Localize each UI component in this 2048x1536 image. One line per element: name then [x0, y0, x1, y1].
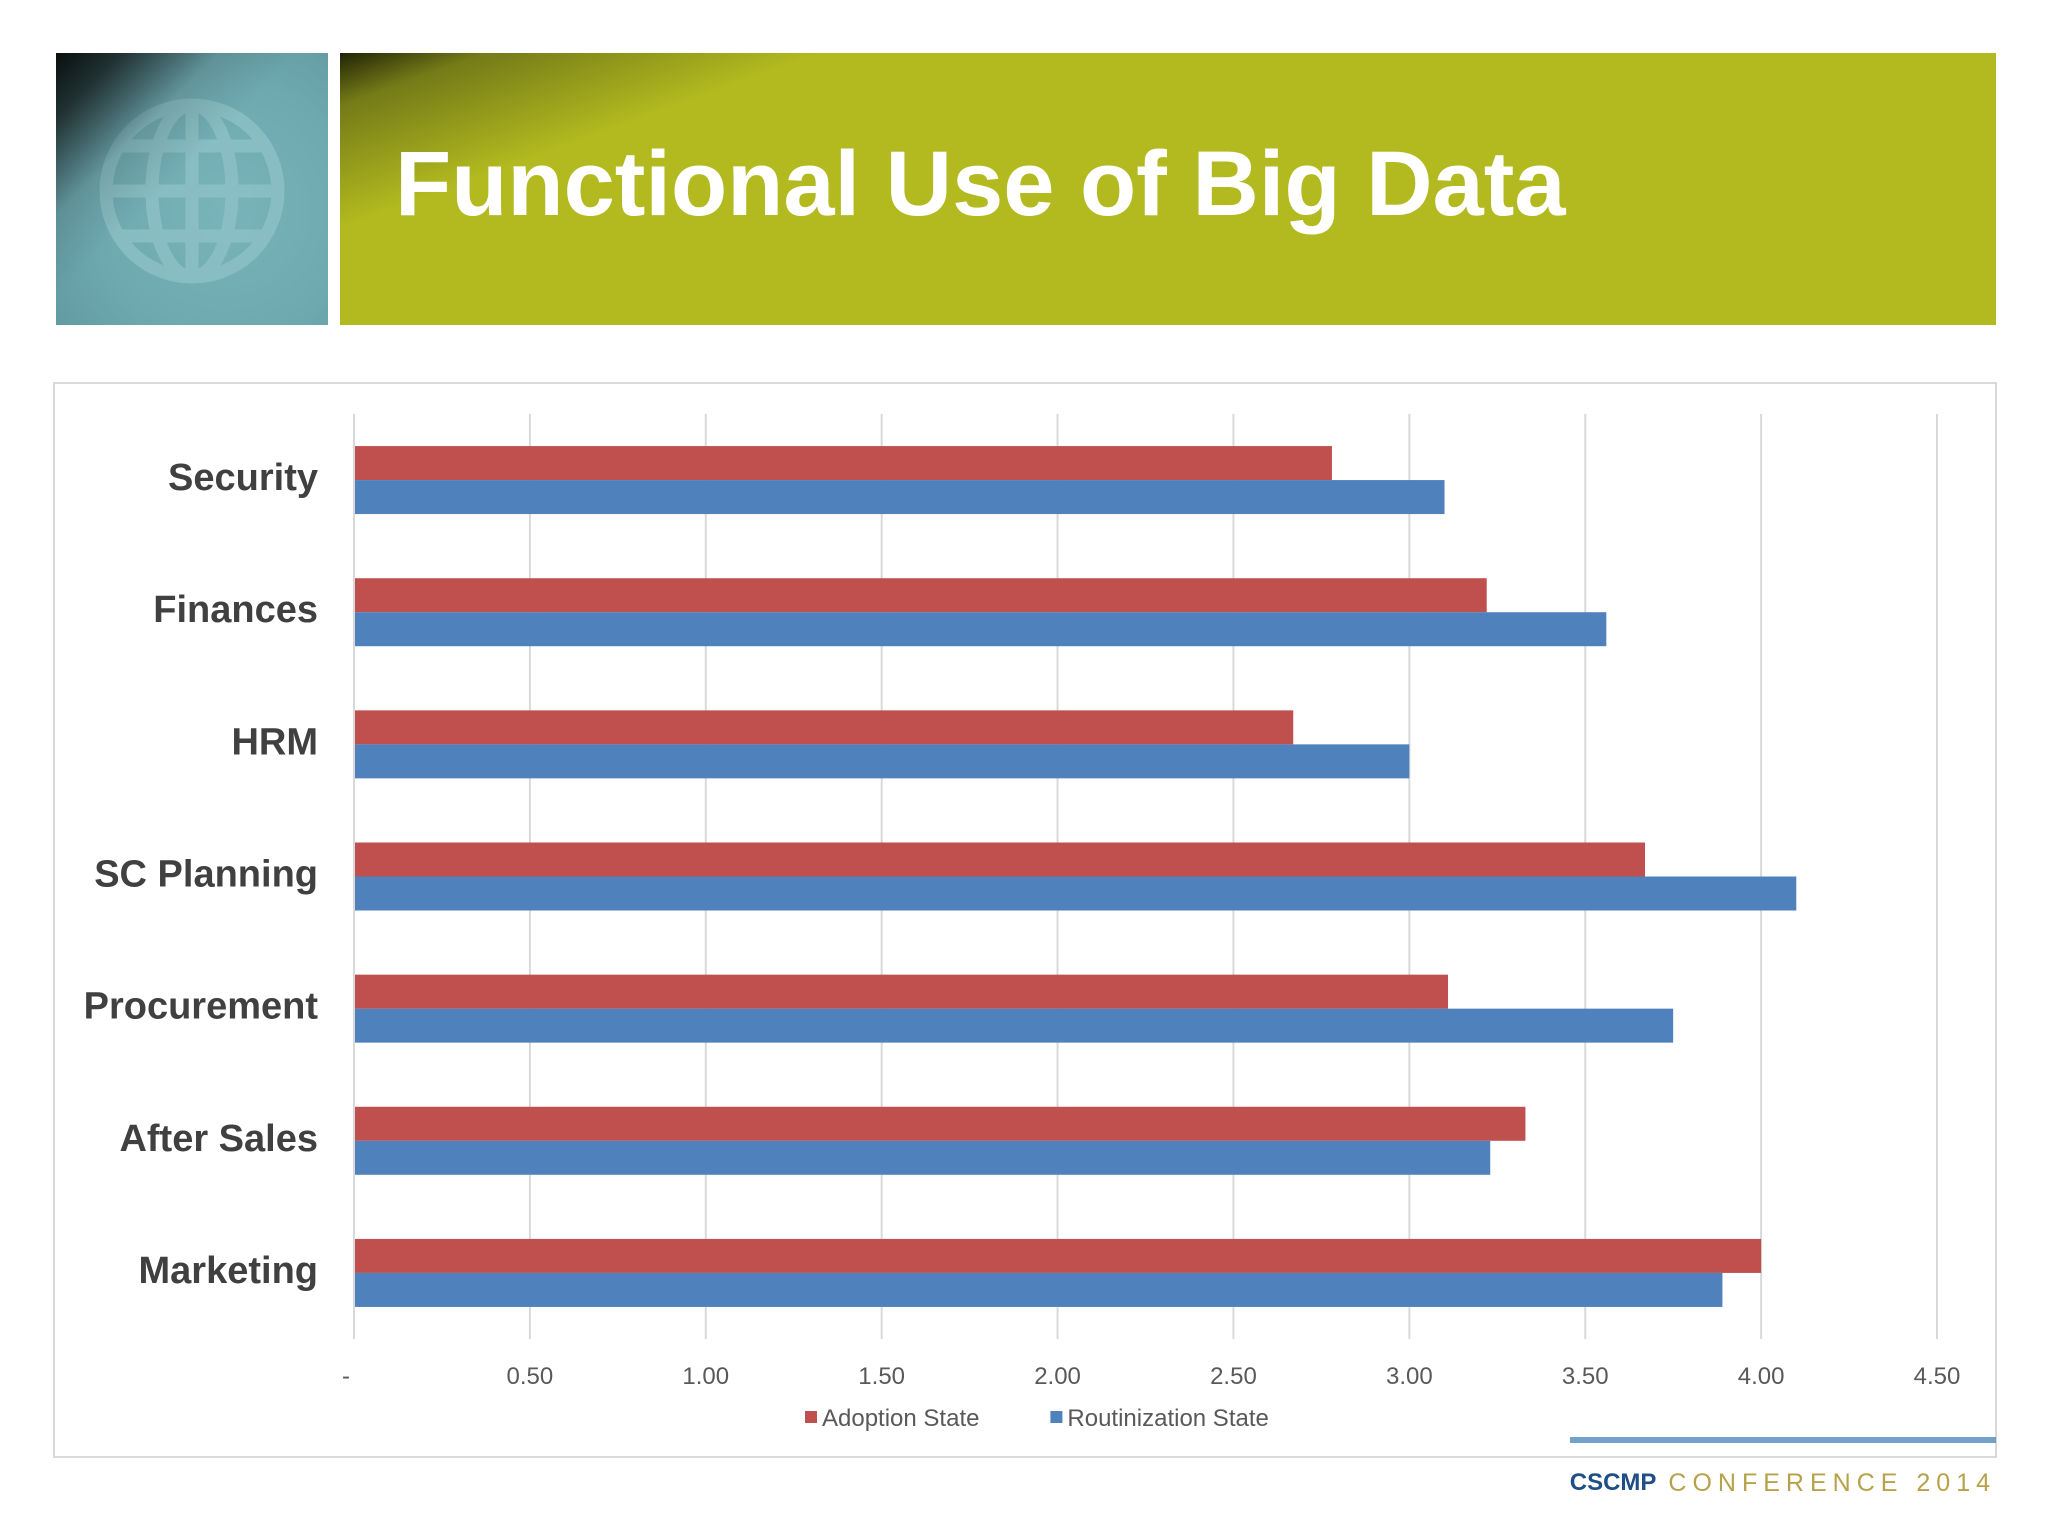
- category-label: After Sales: [119, 1118, 318, 1160]
- x-tick-label: 4.50: [1914, 1363, 1961, 1390]
- legend-label: Adoption State: [822, 1405, 979, 1432]
- bar-adoption-state: [354, 578, 1487, 613]
- bar-routinization-state: [354, 876, 1797, 911]
- conference-logo: CSCMP CONFERENCE 2014: [1569, 1437, 1996, 1503]
- category-label: HRM: [231, 721, 318, 763]
- category-label: Marketing: [139, 1250, 318, 1292]
- x-tick-label: 3.50: [1562, 1363, 1609, 1390]
- category-labels: Security Finances HRM SC Planning Procuremen…: [84, 457, 319, 1292]
- x-tick-labels: - 0.50 1.00 1.50 2.00 2.50 3.00 3.50 4.00 4.50: [342, 1363, 1960, 1390]
- x-tick-label: 2.00: [1034, 1363, 1081, 1390]
- bar-adoption-state: [354, 1106, 1526, 1141]
- logo-organization: CSCMP: [1569, 1469, 1657, 1496]
- x-tick-label: 3.00: [1386, 1363, 1433, 1390]
- bar-routinization-state: [354, 1140, 1491, 1175]
- title-banner: Functional Use of Big Data: [340, 53, 1996, 325]
- bar-routinization-state: [354, 1008, 1674, 1043]
- logo-conference: CONFERENCE 2014: [1668, 1468, 1996, 1497]
- bar-adoption-state: [354, 842, 1646, 877]
- bar-chart: Security Finances HRM SC Planning Procuremen…: [84, 414, 1960, 1432]
- bar-adoption-state: [354, 974, 1449, 1009]
- x-tick-label: -: [342, 1363, 350, 1390]
- category-label: Finances: [153, 589, 318, 631]
- bar-adoption-state: [354, 1238, 1762, 1273]
- bars: [354, 446, 1797, 1307]
- chart-frame: Security Finances HRM SC Planning Procuremen…: [53, 382, 1997, 1458]
- category-label: Procurement: [84, 986, 319, 1028]
- bar-adoption-state: [354, 710, 1294, 745]
- x-tick-label: 4.00: [1738, 1363, 1785, 1390]
- legend-swatch: [1050, 1411, 1063, 1423]
- logo-cropped-wordmark: [1569, 1437, 1996, 1457]
- legend-label: Routinization State: [1067, 1405, 1268, 1432]
- x-tick-label: 1.50: [858, 1363, 905, 1390]
- x-tick-label: 2.50: [1210, 1363, 1257, 1390]
- bar-routinization-state: [354, 1272, 1723, 1307]
- bar-routinization-state: [354, 612, 1607, 647]
- bar-adoption-state: [354, 446, 1332, 481]
- x-tick-label: 0.50: [507, 1363, 554, 1390]
- globe-tile: [56, 53, 328, 325]
- x-tick-label: 1.00: [682, 1363, 729, 1390]
- slide-title: Functional Use of Big Data: [395, 133, 1566, 235]
- bar-routinization-state: [354, 744, 1410, 779]
- bar-routinization-state: [354, 480, 1445, 515]
- category-label: SC Planning: [94, 854, 318, 896]
- legend: Adoption State Routinization State: [805, 1405, 1269, 1432]
- legend-swatch: [805, 1411, 817, 1423]
- category-label: Security: [168, 457, 318, 499]
